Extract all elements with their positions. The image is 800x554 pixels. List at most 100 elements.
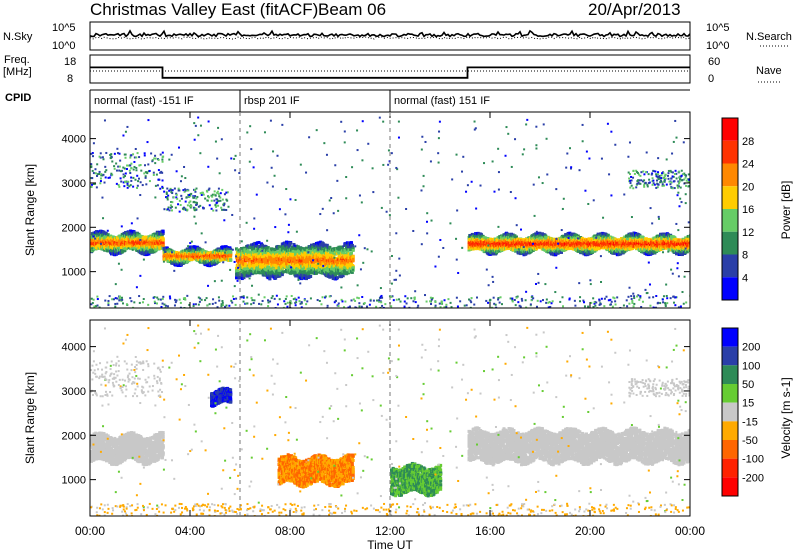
scatter-point	[309, 275, 313, 279]
scatter-point	[289, 241, 293, 245]
plot-title: Christmas Valley East (fitACF)	[90, 0, 318, 19]
freq-label-line2: [MHz]	[3, 66, 32, 78]
noise-search-line	[89, 36, 691, 40]
scatter-point	[109, 234, 113, 238]
scatter-point	[155, 248, 158, 252]
noise-right-label: N.Search	[746, 31, 792, 43]
scatter-point	[351, 248, 355, 252]
nave-tick-top: 60	[708, 56, 720, 68]
noise-right-tick-bottom: 10^0	[706, 40, 730, 52]
date-label: 20/Apr/2013	[588, 0, 681, 19]
scatter-point	[158, 234, 162, 238]
scatter-point	[153, 239, 157, 243]
scatter-point	[147, 235, 151, 239]
scatter-point	[121, 242, 125, 246]
scatter-point	[350, 244, 354, 248]
freq-label-line1: Freq.	[4, 54, 30, 66]
scatter-point	[141, 248, 145, 252]
scatter-point	[131, 244, 135, 248]
cpid-segment-label: normal (fast) -151 IF	[94, 95, 194, 107]
noise-sky-line	[89, 29, 691, 38]
freq-tick-top: 18	[64, 56, 76, 68]
scatter-point	[229, 258, 233, 262]
scatter-point	[120, 250, 124, 254]
scatter-point	[206, 263, 210, 267]
scatter-point	[107, 242, 111, 246]
scatter-point	[161, 241, 165, 245]
scatter-point	[94, 243, 98, 247]
scatter-point	[147, 252, 151, 256]
frequency-line	[90, 66, 690, 79]
scatter-point	[105, 232, 108, 236]
nave-tick-bottom: 0	[708, 73, 714, 85]
scatter-point	[115, 247, 118, 251]
noise-left-label: N.Sky	[3, 31, 33, 43]
scatter-point	[162, 246, 166, 250]
scatter-point	[229, 250, 233, 254]
scatter-point	[145, 237, 148, 241]
scatter-point	[350, 251, 353, 255]
scatter-point	[106, 236, 110, 240]
cpid-segment-label: rbsp 201 IF	[244, 95, 300, 107]
scatter-point	[351, 255, 355, 259]
scatter-point	[161, 229, 165, 233]
scatter-point	[351, 257, 355, 261]
scatter-point	[172, 250, 176, 254]
cpid-segments: normal (fast) -151 IF rbsp 201 IF normal (…	[89, 90, 490, 112]
beam-label: Beam 06	[318, 0, 386, 19]
scatter-point	[129, 247, 133, 251]
cpid-label: CPID	[5, 92, 31, 104]
scatter-point	[145, 235, 148, 239]
nave-label: Nave	[756, 65, 782, 77]
scatter-point	[123, 249, 127, 253]
scatter-point	[161, 237, 165, 241]
scatter-point	[350, 241, 353, 245]
scatter-point	[122, 240, 126, 244]
scatter-point	[115, 252, 119, 256]
scatter-point	[168, 251, 172, 255]
scatter-point	[351, 266, 355, 270]
scatter-point	[143, 249, 147, 253]
scatter-point	[104, 245, 108, 249]
scatter-point	[161, 232, 165, 236]
cpid-segment-label: normal (fast) 151 IF	[394, 95, 490, 107]
scatter-point	[166, 259, 170, 263]
noise-left-tick-bottom: 10^0	[52, 40, 76, 52]
scatter-point	[92, 231, 96, 235]
scatter-point	[138, 243, 142, 247]
scatter-point	[143, 235, 147, 239]
scatter-point	[149, 240, 153, 244]
freq-panel-frame	[89, 54, 691, 84]
scatter-point	[123, 245, 127, 249]
scatter-point	[106, 233, 110, 237]
scatter-point	[186, 250, 190, 254]
scatter-point	[154, 232, 158, 236]
noise-right-tick-top: 10^5	[706, 22, 730, 34]
scatter-point	[208, 251, 212, 255]
scatter-point	[189, 253, 193, 257]
scatter-point	[135, 245, 139, 249]
power-scatter	[90, 116, 690, 308]
scatter-point	[165, 246, 169, 250]
scatter-point	[95, 241, 99, 245]
noise-left-tick-top: 10^5	[52, 22, 76, 34]
scatter-point	[187, 259, 191, 263]
scatter-point	[246, 248, 250, 252]
scatter-point	[129, 244, 133, 248]
scatter-point	[161, 244, 165, 248]
scatter-point	[158, 235, 162, 239]
scatter-point	[136, 238, 140, 242]
scatter-point	[280, 273, 284, 277]
scatter-point	[182, 261, 186, 265]
scatter-point	[115, 236, 119, 240]
scatter-point	[185, 247, 189, 251]
scatter-point	[99, 236, 103, 240]
scatter-point	[102, 239, 106, 243]
freq-tick-bottom: 8	[67, 73, 73, 85]
scatter-point	[118, 234, 122, 238]
scatter-point	[176, 263, 180, 267]
scatter-point	[98, 238, 102, 242]
scatter-point	[145, 252, 149, 256]
scatter-point	[185, 260, 189, 264]
